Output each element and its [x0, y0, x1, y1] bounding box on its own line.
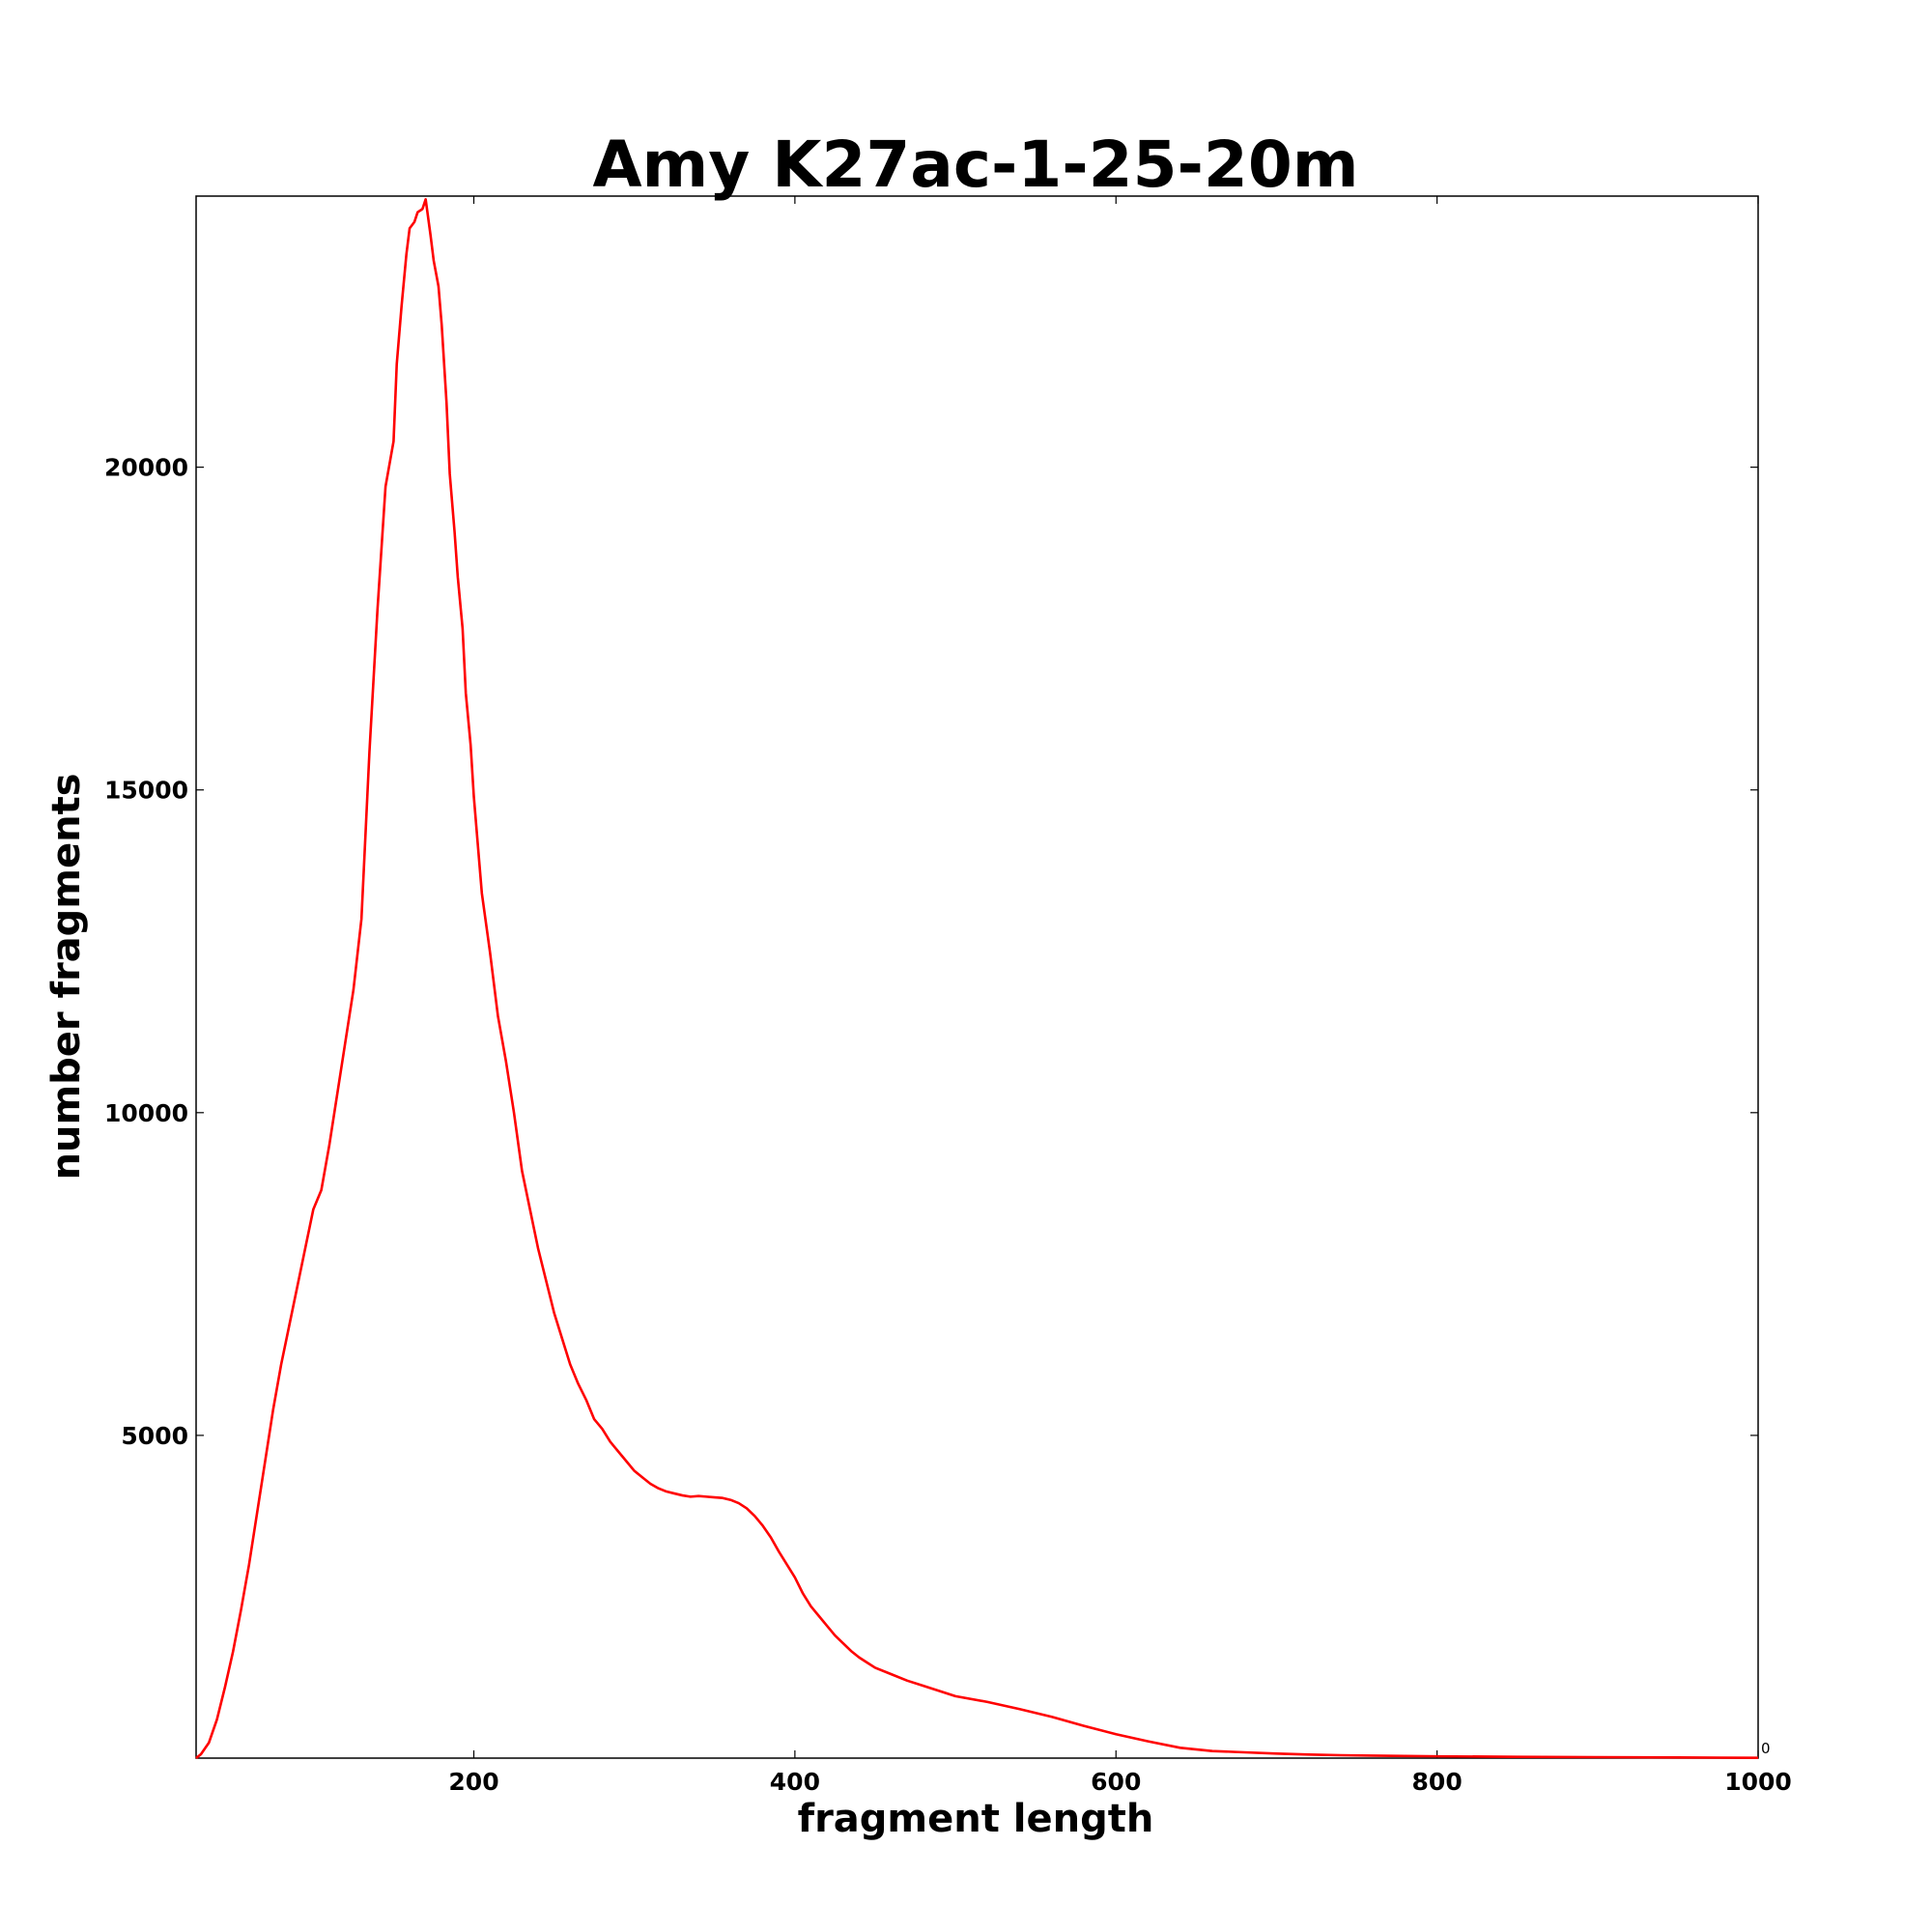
x-tick-label: 200	[448, 1768, 498, 1796]
x-tick-label: 400	[770, 1768, 820, 1796]
y-tick-label: 10000	[104, 1099, 188, 1127]
axis-ticks	[196, 196, 1759, 1758]
x-tick-label: 600	[1091, 1768, 1141, 1796]
y-tick-label: 20000	[104, 454, 188, 482]
y-tick-labels: 5000 10000 15000 20000	[104, 454, 188, 1450]
x-tick-labels: 200 400 600 800 1000	[448, 1768, 1791, 1796]
y-tick-label: 15000	[104, 777, 188, 805]
x-axis-title: fragment length	[798, 1797, 1154, 1841]
zero-corner-label: 0	[1761, 1740, 1771, 1757]
x-tick-label: 800	[1412, 1768, 1463, 1796]
x-tick-label: 1000	[1724, 1768, 1792, 1796]
y-axis-title: number fragments	[44, 773, 89, 1179]
y-tick-label: 5000	[121, 1422, 188, 1450]
plot-area-frame	[195, 195, 1759, 1759]
series-line	[195, 198, 1759, 1760]
chart-title: Amy K27ac-1-25-20m	[592, 128, 1358, 202]
